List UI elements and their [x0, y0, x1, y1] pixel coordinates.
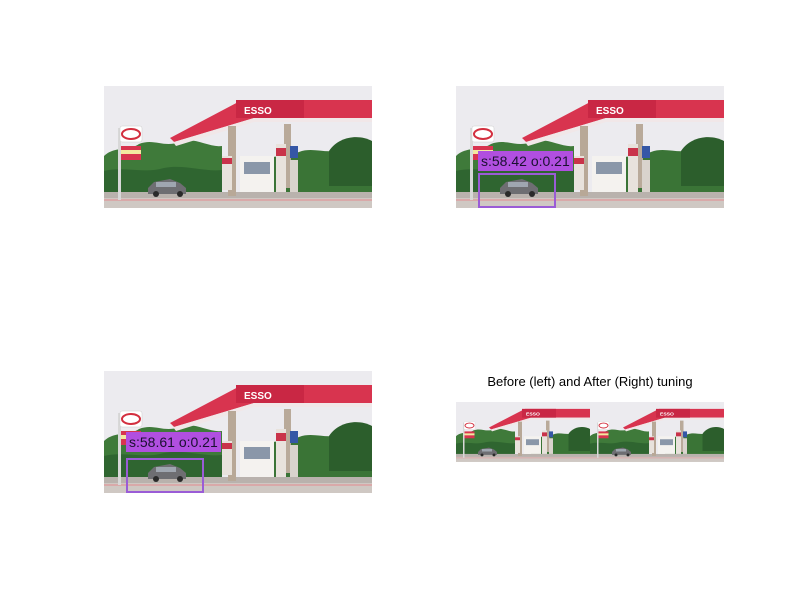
comparison-title: Before (left) and After (Right) tuning — [487, 374, 693, 389]
before-after-images — [456, 402, 724, 462]
gas-station-image — [104, 86, 372, 208]
original-image-panel — [104, 86, 372, 208]
detection-score-label: s:58.42 o:0.21 — [478, 151, 573, 171]
detection-score-label: s:58.61 o:0.21 — [126, 432, 221, 452]
detection-before-panel: s:58.42 o:0.21 — [456, 86, 724, 208]
detection-box — [126, 458, 204, 493]
detection-after-panel: s:58.61 o:0.21 — [104, 371, 372, 493]
detection-box — [478, 173, 556, 208]
comparison-panel — [456, 402, 724, 462]
